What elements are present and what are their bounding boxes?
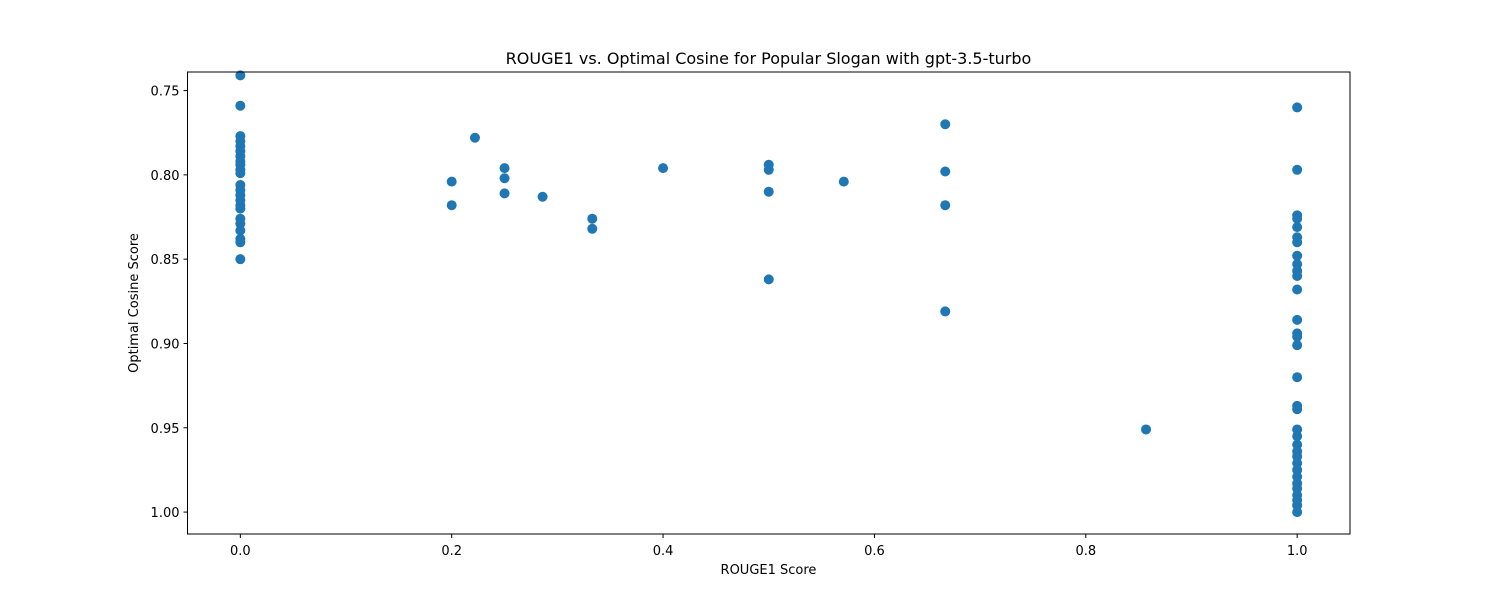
data-point xyxy=(1292,340,1302,350)
x-tick-label: 1.0 xyxy=(1287,544,1308,559)
x-axis-label: ROUGE1 Score xyxy=(721,563,817,578)
data-point xyxy=(658,163,668,173)
data-point xyxy=(1292,372,1302,382)
y-tick-label: 0.90 xyxy=(151,337,180,352)
data-point xyxy=(1292,102,1302,112)
data-point xyxy=(235,168,245,178)
data-point xyxy=(1292,237,1302,247)
data-point xyxy=(470,133,480,143)
data-point xyxy=(1292,285,1302,295)
y-tick-label: 0.95 xyxy=(151,422,180,437)
data-point xyxy=(764,274,774,284)
data-point xyxy=(235,237,245,247)
chart-title: ROUGE1 vs. Optimal Cosine for Popular Sl… xyxy=(506,49,1032,68)
x-tick-label: 0.6 xyxy=(864,544,885,559)
y-tick-label: 1.00 xyxy=(151,506,180,521)
plot-frame xyxy=(188,72,1351,534)
data-point xyxy=(764,165,774,175)
data-point xyxy=(235,101,245,111)
data-point xyxy=(1292,507,1302,517)
y-tick-label: 0.75 xyxy=(151,85,180,100)
x-tick-label: 0.2 xyxy=(441,544,462,559)
data-point xyxy=(538,192,548,202)
data-point xyxy=(940,166,950,176)
data-point xyxy=(940,200,950,210)
data-point xyxy=(1292,404,1302,414)
points-layer xyxy=(235,70,1302,517)
data-point xyxy=(940,119,950,129)
data-point xyxy=(500,173,510,183)
data-point xyxy=(587,224,597,234)
data-point xyxy=(839,177,849,187)
y-tick-label: 0.80 xyxy=(151,169,180,184)
data-point xyxy=(940,306,950,316)
data-point xyxy=(764,187,774,197)
x-tick-label: 0.0 xyxy=(230,544,251,559)
data-point xyxy=(500,188,510,198)
data-point xyxy=(500,163,510,173)
data-point xyxy=(1292,271,1302,281)
data-point xyxy=(235,254,245,264)
data-point xyxy=(235,204,245,214)
data-point xyxy=(447,177,457,187)
x-tick-label: 0.8 xyxy=(1075,544,1096,559)
data-point xyxy=(1141,424,1151,434)
data-point xyxy=(1292,315,1302,325)
data-point xyxy=(1292,222,1302,232)
data-point xyxy=(587,214,597,224)
data-point xyxy=(447,200,457,210)
x-axis: 0.0 0.2 0.4 0.6 0.8 1.0 xyxy=(230,534,1308,559)
y-axis: 0.75 0.80 0.85 0.90 0.95 1.00 xyxy=(151,85,188,522)
y-tick-label: 0.85 xyxy=(151,253,180,268)
x-tick-label: 0.4 xyxy=(653,544,674,559)
data-point xyxy=(1292,165,1302,175)
y-axis-label: Optimal Cosine Score xyxy=(127,233,142,373)
